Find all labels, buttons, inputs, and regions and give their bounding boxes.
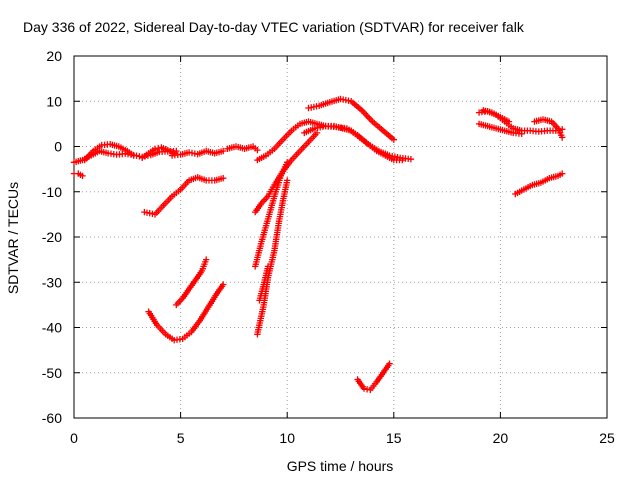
- series-arc-evening-c: [480, 107, 513, 125]
- x-tick-label: 0: [70, 430, 78, 446]
- series-arc-bowl-minus40: [145, 281, 227, 344]
- y-tick-label: -40: [42, 320, 62, 336]
- data-marks: [475, 120, 525, 137]
- data-marks: [168, 147, 227, 159]
- data-marks: [531, 116, 566, 141]
- data-marks: [354, 360, 393, 394]
- series-arc-minus52: [354, 360, 393, 394]
- y-tick-label: -50: [42, 365, 62, 381]
- y-axis-label: SDTVAR / TECUs: [5, 182, 21, 294]
- y-tick-label: -20: [42, 229, 62, 245]
- y-tick-label: 0: [54, 139, 62, 155]
- axis-ticks: 0 5 10 15 20 25 -60 -50 -40 -30 -20 -10 0 10 20: [42, 48, 615, 446]
- x-tick-label: 25: [599, 430, 615, 446]
- data-marks: [256, 263, 272, 304]
- series-arc-evening-low: [512, 170, 566, 198]
- data-marks: [512, 170, 566, 198]
- data-marks: [70, 170, 86, 180]
- data-marks: [81, 141, 137, 164]
- y-tick-label: -60: [42, 410, 62, 426]
- series-arc-evening-bump: [531, 116, 566, 141]
- y-tick-label: 20: [46, 48, 62, 64]
- y-tick-label: -10: [42, 184, 62, 200]
- y-tick-label: 10: [46, 93, 62, 109]
- data-marks: [301, 122, 415, 163]
- series-arc-mid-flat: [168, 147, 227, 159]
- series-arc-rise-minus35: [173, 256, 210, 309]
- series-arc-top-10: [305, 95, 397, 143]
- data-marks: [173, 256, 210, 309]
- series-arc-rise-minus14: [141, 174, 227, 218]
- x-axis-label: GPS time / hours: [287, 458, 394, 474]
- y-tick-label: -30: [42, 274, 62, 290]
- series-arc-evening-b: [475, 120, 525, 137]
- x-tick-label: 10: [279, 430, 295, 446]
- x-tick-label: 15: [386, 430, 402, 446]
- chart-title: Day 336 of 2022, Sidereal Day-to-day VTE…: [23, 19, 525, 35]
- data-marks: [305, 95, 397, 143]
- grid: [74, 56, 607, 418]
- series-arc-8h: [224, 143, 261, 154]
- series-arc-bump-4: [139, 144, 178, 161]
- data-marks: [145, 281, 227, 344]
- x-tick-label: 20: [493, 430, 509, 446]
- x-tick-label: 5: [177, 430, 185, 446]
- data-marks: [254, 118, 406, 164]
- series-arc-early-hump: [81, 141, 137, 164]
- series-arc-rise-noon: [254, 118, 406, 164]
- series-arc-early-low: [70, 170, 86, 180]
- data-marks: [224, 143, 261, 154]
- series-arc-noon-second: [301, 122, 415, 163]
- series-arc-steep-d: [252, 129, 321, 216]
- data-marks: [139, 144, 178, 161]
- data-marks: [480, 107, 513, 125]
- data-marks: [252, 129, 321, 216]
- data-points: [70, 95, 566, 394]
- plot-frame: [73, 55, 608, 419]
- data-marks: [141, 174, 227, 218]
- series-arc-steep-c: [256, 263, 272, 304]
